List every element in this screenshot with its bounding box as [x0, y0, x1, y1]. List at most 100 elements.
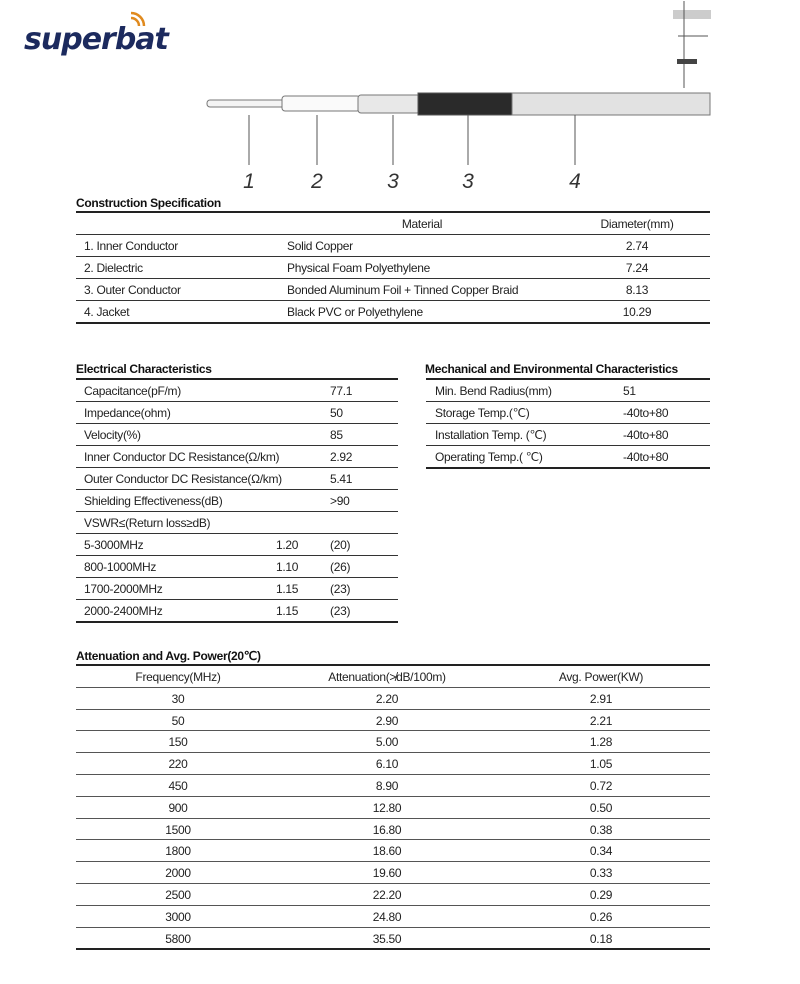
table-row: 50 2.90 2.21 [76, 710, 710, 732]
table-cell: (20) [330, 538, 351, 552]
table-cell: Impedance(ohm) [84, 406, 171, 420]
diagram-label: 1 [243, 170, 255, 193]
table-cell: 18.60 [372, 844, 402, 859]
signal-icon [130, 11, 146, 27]
table-cell: Shielding Effectiveness(dB) [84, 494, 223, 508]
table-cell: 0.50 [589, 800, 613, 815]
table-cell: Inner Conductor DC Resistance(Ω/km) [84, 450, 280, 464]
table-cell: (23) [330, 604, 351, 618]
table-cell: -40to+80 [623, 406, 669, 420]
table-row: Capacitance(pF/m) 77.1 [76, 378, 398, 402]
table-cell: 50 [171, 713, 185, 728]
table-cell: 4. Jacket [84, 305, 130, 319]
table-row: Storage Temp.(℃) -40to+80 [426, 402, 710, 424]
table-row: 1700-2000MHz 1.15 (23) [76, 578, 398, 600]
table-row: 3. Outer Conductor Bonded Aluminum Foil +… [76, 279, 710, 301]
table-cell: 450 [168, 778, 188, 793]
table-cell: 2.74 [625, 239, 649, 253]
table-cell: 5-3000MHz [84, 538, 144, 552]
construction-table: Material Diameter(mm) 1. Inner Conductor So… [76, 211, 710, 324]
table-cell: 2000 [165, 866, 191, 881]
table-cell: 1.15 [276, 582, 299, 596]
table-cell: Operating Temp.( ℃) [435, 450, 543, 464]
table-cell: 12.80 [372, 800, 402, 815]
construction-title: Construction Specification [76, 196, 221, 210]
table-cell: Attenuation(≯dB/100m) [328, 670, 446, 684]
table-cell: Avg. Power(KW) [558, 670, 644, 684]
table-cell: 2000-2400MHz [84, 604, 163, 618]
table-cell: Solid Copper [287, 239, 353, 253]
table-cell: 77.1 [330, 384, 353, 398]
table-cell: 0.34 [589, 844, 613, 859]
table-row: 1500 16.80 0.38 [76, 819, 710, 841]
electrical-title: Electrical Characteristics [76, 362, 212, 376]
table-cell: 1700-2000MHz [84, 582, 163, 596]
table-cell: 6.10 [375, 757, 399, 772]
table-cell: VSWR≤(Return loss≥dB) [84, 516, 211, 530]
table-cell: 0.72 [589, 778, 613, 793]
braid [417, 92, 515, 116]
table-cell: 2.21 [589, 713, 613, 728]
table-cell: 2.92 [330, 450, 353, 464]
table-cell: 800-1000MHz [84, 560, 157, 574]
table-cell: 10.29 [622, 305, 652, 319]
table-cell: 0.18 [589, 931, 613, 946]
table-cell: 3. Outer Conductor [84, 283, 181, 297]
table-cell: Velocity(%) [84, 428, 141, 442]
table-cell: 220 [168, 757, 188, 772]
table-cell: 2.91 [589, 691, 613, 706]
table-cell: 7.24 [625, 261, 649, 275]
table-cell: 8.90 [375, 778, 399, 793]
table-cell: 2. Dielectric [84, 261, 143, 275]
table-cell: 85 [330, 428, 343, 442]
table-cell: Physical Foam Polyethylene [287, 261, 430, 275]
table-cell: 5.41 [330, 472, 353, 486]
table-row: 150 5.00 1.28 [76, 731, 710, 754]
table-cell: 16.80 [372, 822, 402, 837]
scale-mark [673, 10, 711, 19]
table-row: 2000 19.60 0.33 [76, 862, 710, 884]
table-row: Inner Conductor DC Resistance(Ω/km) 2.92 [76, 446, 398, 468]
table-cell: 1.15 [276, 604, 299, 618]
table-cell: 22.20 [372, 887, 402, 902]
table-row: 450 8.90 0.72 [76, 775, 710, 797]
table-row: 220 6.10 1.05 [76, 753, 710, 775]
dielectric [281, 95, 361, 112]
table-cell: 50 [330, 406, 343, 420]
table-cell: 8.13 [625, 283, 649, 297]
table-cell: Outer Conductor DC Resistance(Ω/km) [84, 472, 282, 486]
table-cell: 3000 [165, 909, 191, 924]
table-cell: Capacitance(pF/m) [84, 384, 181, 398]
table-cell: 19.60 [372, 866, 402, 881]
electrical-table: Capacitance(pF/m) 77.1 Impedance(ohm) 50 Vel… [76, 378, 398, 623]
table-cell: Black PVC or Polyethylene [287, 305, 423, 319]
diagram-label: 3 [387, 170, 399, 193]
table-cell: (26) [330, 560, 351, 574]
table-row: Velocity(%) 85 [76, 424, 398, 446]
table-row: 2000-2400MHz 1.15 (23) [76, 600, 398, 623]
diagram-label: 2 [310, 170, 323, 193]
table-row: VSWR≤(Return loss≥dB) [76, 512, 398, 534]
table-row: 4. Jacket Black PVC or Polyethylene 10.29 [76, 301, 710, 324]
table-cell: 1.05 [589, 757, 613, 772]
attenuation-table: Frequency(MHz) Attenuation(≯dB/100m) Avg. … [76, 664, 710, 951]
table-cell: 2.20 [375, 691, 399, 706]
table-cell: Frequency(MHz) [135, 670, 221, 684]
table-cell: Bonded Aluminum Foil + Tinned Copper Bra… [287, 283, 519, 297]
table-cell: Storage Temp.(℃) [435, 406, 530, 420]
table-row: Installation Temp. (℃) -40to+80 [426, 424, 710, 446]
jacket [511, 92, 711, 116]
table-cell: 0.33 [589, 866, 613, 881]
table-cell: 0.26 [589, 909, 613, 924]
table-cell: -40to+80 [623, 450, 669, 464]
diagram-label: 4 [569, 170, 581, 193]
table-cell: 35.50 [372, 931, 402, 946]
table-cell: 24.80 [372, 909, 402, 924]
table-cell: 0.38 [589, 822, 613, 837]
table-cell: Diameter(mm) [600, 217, 674, 231]
table-row: 3000 24.80 0.26 [76, 906, 710, 928]
foil [357, 94, 421, 114]
table-cell: 30 [171, 691, 185, 706]
table-cell: -40to+80 [623, 428, 669, 442]
mechanical-title: Mechanical and Environmental Characteris… [425, 362, 678, 376]
